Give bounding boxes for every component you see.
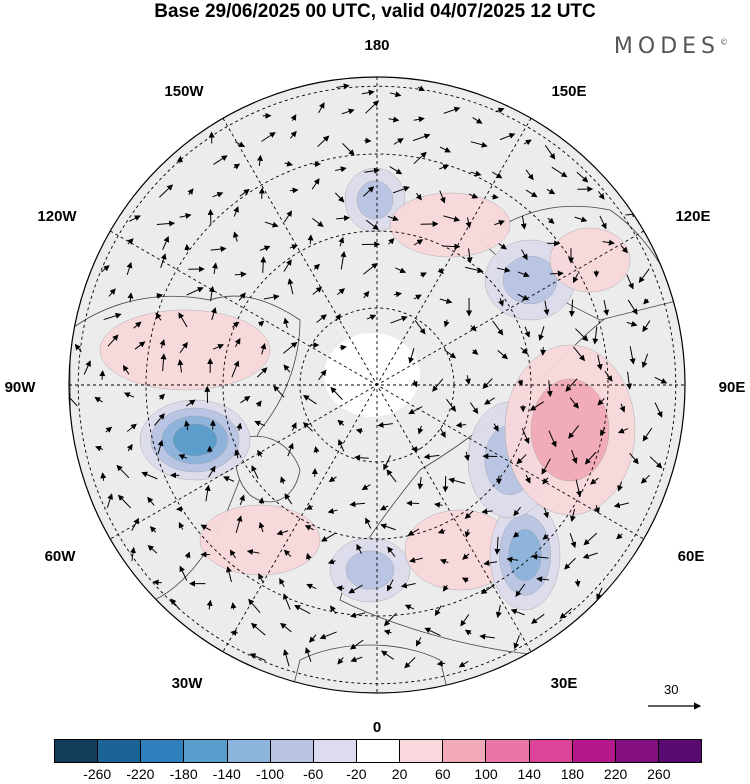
colorbar-segment [400, 740, 443, 762]
wind-vector [550, 273, 563, 274]
colorbar-tick-label: 140 [518, 766, 541, 782]
wind-vector [290, 190, 298, 191]
lon-label-60w: 60W [45, 548, 77, 565]
colorbar-labels: -260 -220 -180 -140 -100 -60 -20 20 60 100 140 180 2… [0, 766, 750, 784]
wind-vector [187, 245, 188, 251]
lon-label-90e: 90E [719, 379, 746, 396]
map-disc [65, 77, 700, 700]
colorbar-tick-label: 220 [604, 766, 627, 782]
colorbar-tick-label: 180 [561, 766, 584, 782]
colorbar-tick-label: 100 [474, 766, 497, 782]
colorbar-segment [357, 740, 400, 762]
anomaly-contour-hudson-bay [173, 424, 217, 456]
wind-vector [231, 632, 238, 633]
colorbar-tick-label: -60 [303, 766, 323, 782]
anomaly-contour-east-siberia [390, 193, 510, 257]
reference-vector-label: 30 [664, 682, 678, 697]
colorbar [54, 739, 702, 763]
lon-label-90w: 90W [5, 379, 37, 396]
wind-vector [444, 246, 460, 247]
colorbar-segment [314, 740, 357, 762]
anomaly-contour-west-siberia [531, 379, 609, 481]
wind-vector [102, 371, 103, 380]
anomaly-contour-canada-west [100, 310, 270, 390]
lon-label-150e: 150E [551, 83, 586, 100]
wind-vector [310, 235, 311, 244]
colorbar-segment [573, 740, 616, 762]
lon-label-60e: 60E [678, 548, 705, 565]
colorbar-segment [55, 740, 98, 762]
colorbar-segment [616, 740, 659, 762]
colorbar-segment [659, 740, 701, 762]
colorbar-segment [228, 740, 271, 762]
anomaly-contour-western-europe [346, 551, 394, 589]
colorbar-segment [184, 740, 227, 762]
colorbar-tick-label: 20 [392, 766, 408, 782]
colorbar-segment [486, 740, 529, 762]
colorbar-tick-label: -140 [213, 766, 241, 782]
lon-label-180: 180 [364, 37, 389, 54]
anomaly-contour-central-siberia [503, 256, 557, 304]
colorbar-tick-label: -260 [83, 766, 111, 782]
lon-label-0: 0 [373, 719, 381, 735]
anomaly-contour-alaska-north [357, 181, 393, 219]
lon-label-150w: 150W [164, 83, 204, 100]
lon-label-30w: 30W [172, 675, 204, 692]
colorbar-tick-label: -20 [346, 766, 366, 782]
colorbar-tick-label: -100 [256, 766, 284, 782]
anomaly-contour-black-sea [509, 529, 542, 580]
anomaly-contour-yakutia [550, 228, 630, 292]
lon-label-120w: 120W [37, 208, 77, 225]
colorbar-segment [271, 740, 314, 762]
colorbar-tick-label: -180 [170, 766, 198, 782]
colorbar-segment [98, 740, 141, 762]
colorbar-segment [530, 740, 573, 762]
polar-stereographic-map: 180 150W 150E 120W 120E 90W 90E 60W 60E … [0, 0, 750, 735]
arctic-neutral-area [324, 333, 420, 417]
colorbar-segment [141, 740, 184, 762]
colorbar-tick-label: -220 [126, 766, 154, 782]
lon-label-30e: 30E [551, 675, 578, 692]
colorbar-segment [443, 740, 486, 762]
lon-label-120e: 120E [675, 208, 710, 225]
colorbar-tick-label: 60 [435, 766, 451, 782]
colorbar-tick-label: 260 [647, 766, 670, 782]
